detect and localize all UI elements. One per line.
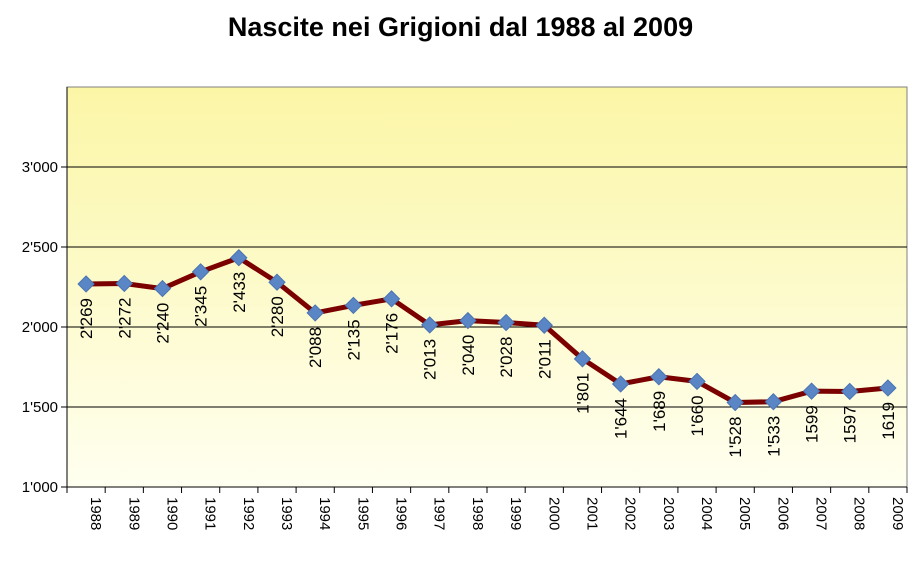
data-point-marker (688, 372, 706, 391)
x-tick-label: 2002 (622, 497, 639, 530)
x-tick-label: 2000 (545, 497, 562, 530)
data-labels: 2'269 2'272 2'240 2'345 2'433 2'280 2'088 2'135… (77, 272, 898, 458)
data-point-marker (153, 279, 172, 298)
x-tick-label: 1992 (240, 497, 257, 530)
axes (61, 87, 908, 493)
x-tick-label: 2005 (736, 497, 753, 530)
x-tick-label: 1996 (393, 497, 410, 530)
data-label: 2'240 (153, 303, 172, 344)
data-label: 1'689 (650, 391, 669, 432)
data-point-marker (726, 393, 744, 412)
gridlines (67, 166, 907, 408)
x-tick-label: 2007 (813, 497, 830, 530)
data-label: 1'533 (764, 416, 783, 457)
data-label: 2'280 (268, 296, 287, 337)
data-label: 2'011 (535, 339, 554, 379)
y-tick-label: 2'500 (22, 239, 58, 256)
chart-title: Nascite nei Grigioni dal 1988 al 2009 (227, 12, 694, 42)
data-point-marker (879, 379, 897, 397)
data-point-marker (230, 249, 248, 267)
x-tick-label: 1997 (431, 497, 448, 530)
series-line (83, 255, 891, 406)
x-tick-label: 2003 (660, 497, 677, 530)
data-point-marker (459, 311, 477, 330)
x-tick-label: 1998 (469, 497, 486, 530)
x-tick-label: 2008 (851, 497, 868, 530)
data-point-marker (535, 316, 553, 334)
x-tick-label: 1991 (202, 497, 219, 530)
x-tick-label: 2006 (774, 497, 791, 530)
x-tick-label: 2009 (889, 497, 906, 530)
x-tick-label: 1993 (278, 497, 295, 530)
y-tick-label: 2'000 (22, 319, 58, 336)
data-point-marker (650, 368, 668, 386)
x-tick-label: 1989 (125, 497, 142, 530)
data-label: 1599 (803, 405, 822, 443)
plot-area (66, 86, 908, 488)
data-label: 1619 (879, 402, 898, 440)
x-tick-label: 1995 (354, 497, 371, 530)
data-point-marker (421, 316, 439, 334)
data-point-marker (115, 274, 133, 293)
data-label: 2'013 (421, 339, 440, 380)
data-point-marker (344, 296, 363, 315)
x-tick-label: 1988 (87, 497, 104, 530)
data-point-marker (77, 275, 95, 293)
data-point-marker (573, 350, 592, 368)
data-label: 2'345 (192, 286, 211, 327)
data-point-marker (306, 304, 324, 322)
data-label: 2'176 (383, 313, 402, 354)
y-tick-label: 1'000 (22, 479, 58, 496)
data-label: 1'801 (573, 373, 592, 414)
x-tick-label: 2001 (583, 497, 600, 530)
data-point-marker (497, 313, 515, 332)
data-label: 2'040 (459, 335, 478, 376)
data-point-marker (191, 263, 210, 281)
series-births (77, 249, 897, 412)
y-tick-label: 1'500 (22, 399, 58, 416)
data-point-marker (268, 273, 286, 291)
data-label: 1597 (841, 405, 860, 443)
x-tick-label: 1999 (507, 497, 524, 530)
data-point-marker (382, 290, 401, 308)
data-point-marker (611, 375, 630, 393)
y-tick-labels: 1'000 1'500 2'000 2'500 3'000 (22, 159, 58, 496)
x-tick-label: 1990 (163, 497, 180, 530)
data-label: 1'644 (612, 398, 631, 439)
data-label: 1'660 (688, 395, 707, 436)
data-label: 2'135 (344, 319, 363, 360)
data-point-marker (841, 382, 859, 401)
x-tick-label: 1994 (316, 497, 333, 530)
data-point-marker (764, 393, 783, 411)
x-tick-label: 2004 (698, 497, 715, 530)
y-tick-label: 3'000 (22, 159, 58, 176)
data-label: 2'272 (115, 297, 134, 338)
data-label: 2'028 (497, 337, 516, 378)
x-tick-labels: 1988 1989 1990 1991 1992 1993 1994 1995 1996 1997… (87, 497, 906, 530)
data-point-marker (802, 382, 821, 400)
data-label: 2'269 (77, 298, 96, 339)
data-label: 2'088 (306, 327, 325, 368)
data-label: 1'528 (726, 417, 745, 458)
data-label: 2'433 (230, 272, 249, 313)
